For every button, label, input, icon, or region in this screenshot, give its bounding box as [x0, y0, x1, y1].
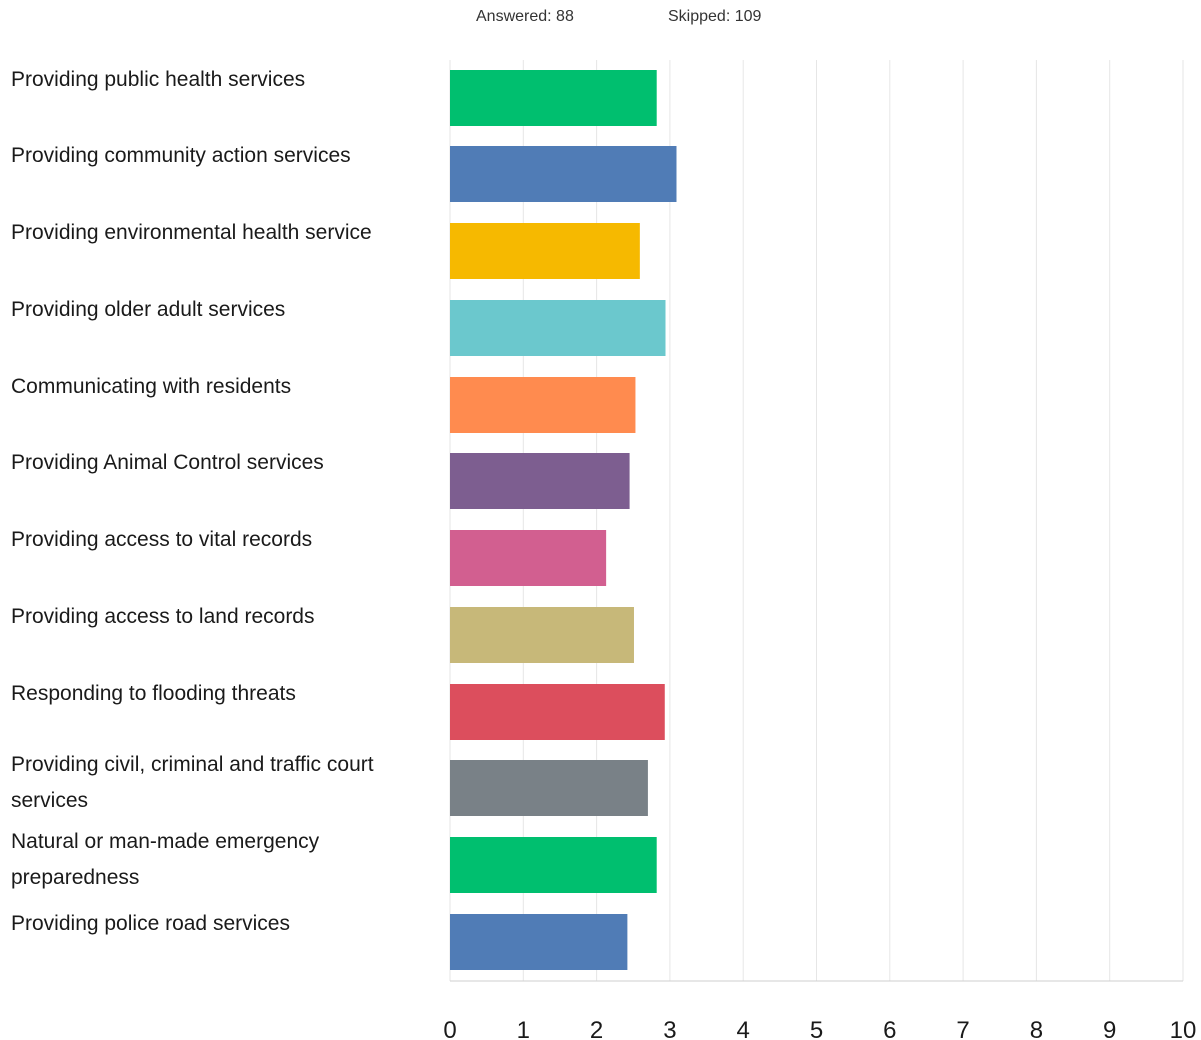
bar[interactable]: [450, 300, 666, 356]
x-tick-label: 1: [517, 1017, 530, 1040]
x-tick-label: 3: [663, 1017, 676, 1040]
x-tick-label: 4: [737, 1017, 750, 1040]
category-label: Providing public health services: [11, 68, 305, 91]
x-tick-label: 10: [1170, 1017, 1197, 1040]
category-label: Providing civil, criminal and traffic co…: [11, 753, 374, 812]
skipped-count: Skipped: 109: [668, 8, 762, 25]
category-label: Responding to flooding threats: [11, 682, 296, 705]
category-label: Providing older adult services: [11, 298, 285, 321]
bar[interactable]: [450, 684, 665, 740]
bar[interactable]: [450, 760, 648, 816]
x-tick-label: 7: [956, 1017, 969, 1040]
bar[interactable]: [450, 146, 677, 202]
x-tick-label: 5: [810, 1017, 823, 1040]
category-label: Providing police road services: [11, 912, 290, 935]
category-label: Providing community action services: [11, 144, 351, 167]
x-tick-label: 2: [590, 1017, 603, 1040]
bar[interactable]: [450, 70, 657, 126]
response-summary: Answered: 88 Skipped: 109: [0, 8, 1201, 32]
category-label: Natural or man-made emergency preparednes…: [11, 830, 320, 889]
bar[interactable]: [450, 914, 628, 970]
x-tick-label: 9: [1103, 1017, 1116, 1040]
x-axis-ticks: 0 1 2 3 4 5 6 7 8 9 10: [443, 1017, 1196, 1040]
bars: [450, 70, 677, 970]
x-tick-label: 6: [883, 1017, 896, 1040]
gridlines: [449, 60, 1184, 982]
category-label: Communicating with residents: [11, 375, 291, 398]
x-tick-label: 8: [1030, 1017, 1043, 1040]
bar[interactable]: [450, 607, 634, 663]
bar[interactable]: [450, 837, 657, 893]
x-tick-label: 0: [443, 1017, 456, 1040]
bar[interactable]: [450, 453, 630, 509]
bar[interactable]: [450, 377, 636, 433]
bar[interactable]: [450, 223, 640, 279]
category-label: Providing Animal Control services: [11, 451, 324, 474]
answered-count: Answered: 88: [476, 8, 574, 25]
category-label: Providing environmental health service: [11, 221, 372, 244]
category-label: Providing access to land records: [11, 605, 315, 628]
bar[interactable]: [450, 530, 607, 586]
category-label: Providing access to vital records: [11, 528, 312, 551]
category-labels: Providing public health services Providin…: [11, 68, 374, 935]
